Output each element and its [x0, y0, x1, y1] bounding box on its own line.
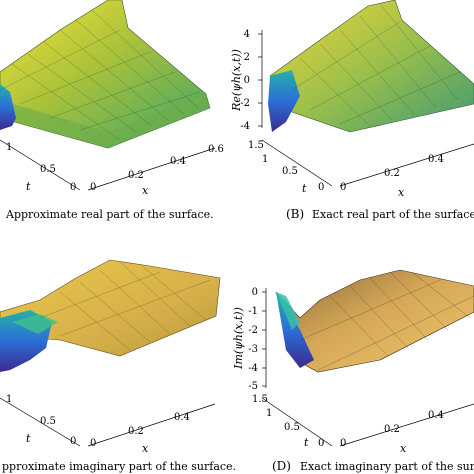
- panel-d-z-tick: 0: [252, 287, 258, 298]
- panel-a-x-tick: 0: [90, 182, 96, 193]
- panel-d-z-tick: -1: [248, 306, 258, 317]
- panel-b-x-tick: 0.2: [384, 168, 400, 179]
- panel-b-z-tick: 0: [244, 75, 250, 86]
- panel-b-caption-prefix: (B): [286, 207, 304, 221]
- panel-c-t-tick: 0: [70, 436, 76, 447]
- panel-b-z-tick: -2: [240, 98, 250, 109]
- panel-d-z-tick: -3: [248, 344, 258, 355]
- panel-d-t-label: t: [304, 436, 309, 449]
- panel-b-z-tick: -4: [240, 121, 250, 132]
- panel-c-x-label: x: [142, 442, 149, 455]
- panel-d-t-tick: 1.5: [252, 394, 268, 405]
- panel-a-axes: [0, 139, 216, 191]
- panel-b-blue-dip: [268, 70, 300, 132]
- panel-c-x-tick: 0.2: [128, 426, 144, 437]
- panel-d-z-tick: -5: [248, 381, 258, 392]
- panel-b-z-tick: 2: [244, 52, 250, 63]
- panel-a: 1 0.5 0 t 0 0.2 0.4 0.6 x Approximate re…: [0, 0, 224, 221]
- panel-a-t-tick: 0: [70, 182, 76, 193]
- panel-b-z-label: Re(ψh(x,t)): [230, 49, 243, 112]
- panel-b-t-tick: 0: [318, 182, 324, 193]
- panel-b-x-tick: 0: [340, 182, 346, 193]
- panel-d-z-ticks-marks: [262, 291, 266, 387]
- panel-b-axes: [261, 30, 474, 187]
- panel-c: 1 0.5 0 t 0 0.2 0.4 x pproximate imagina…: [0, 259, 236, 473]
- panel-d-x-tick: 0.2: [384, 424, 400, 435]
- panel-c-t-label: t: [26, 432, 31, 445]
- panel-d: 0 -1 -2 -3 -4 -5 Im(ψh(x,t)) 1.5 1 0.5 0…: [232, 269, 474, 473]
- panel-b-t-tick: 1.5: [248, 140, 264, 151]
- panel-b-mesh: [291, 3, 461, 127]
- panel-d-z-label: Im(ψh(x,t)): [232, 307, 245, 370]
- panel-b-caption: Exact real part of the surface.: [312, 208, 474, 221]
- panel-d-surface: [275, 269, 474, 373]
- panel-d-x-tick: 0: [340, 438, 346, 449]
- panel-d-t-tick: 1: [266, 408, 272, 419]
- panel-a-mesh: [0, 9, 201, 141]
- panel-d-axes: [261, 288, 474, 447]
- panel-c-caption: pproximate imaginary part of the surface…: [2, 460, 236, 473]
- panel-a-caption: Approximate real part of the surface.: [5, 208, 214, 221]
- panel-a-t-label: t: [26, 180, 31, 193]
- panel-b-z-tick: 4: [244, 29, 250, 40]
- panel-d-caption: Exact imaginary part of the surfa: [300, 460, 474, 473]
- panel-b: 4 2 0 -2 -4 Re(ψh(x,t)) 1.5 1 0.5 0 t 0 …: [230, 0, 474, 221]
- panel-d-t-tick: 0.5: [284, 422, 300, 433]
- panel-c-x-tick: 0: [90, 438, 96, 449]
- panel-d-z-tick: -4: [248, 363, 258, 374]
- panel-a-x-tick: 0.6: [208, 144, 224, 155]
- panel-d-z-tick: -2: [248, 325, 258, 336]
- panel-a-x-tick: 0.2: [128, 170, 144, 181]
- panel-c-t-tick: 0.5: [40, 416, 56, 427]
- panel-b-z-ticks-marks: [258, 33, 262, 127]
- panel-d-teal-band: [276, 292, 300, 330]
- panel-c-x-tick: 0.4: [174, 412, 190, 423]
- panel-a-t-tick: 1: [6, 142, 12, 153]
- panel-b-x-tick: 0.4: [428, 154, 444, 165]
- panel-d-x-label: x: [400, 442, 407, 455]
- panel-c-axes: [0, 397, 216, 447]
- panel-d-x-tick: 0.4: [428, 410, 444, 421]
- panel-a-x-tick: 0.4: [170, 156, 186, 167]
- panel-a-surface-front: [0, 94, 210, 148]
- panel-a-blue-dip: [0, 84, 16, 130]
- panel-b-t-tick: 0.5: [282, 166, 298, 177]
- panel-b-t-label: t: [302, 182, 307, 195]
- panel-a-t-tick: 0.5: [40, 164, 56, 175]
- panel-d-caption-prefix: (D): [272, 459, 291, 473]
- panel-c-mesh: [39, 261, 211, 351]
- panel-b-x-label: x: [398, 186, 405, 199]
- panel-c-t-tick: 1: [6, 394, 12, 405]
- panel-c-teal-band: [12, 314, 58, 334]
- panel-a-x-label: x: [142, 184, 149, 197]
- panel-b-surface: [269, 0, 474, 133]
- panel-b-t-tick: 1: [262, 154, 268, 165]
- panel-d-t-tick: 0: [318, 438, 324, 449]
- panel-d-mesh: [299, 271, 474, 371]
